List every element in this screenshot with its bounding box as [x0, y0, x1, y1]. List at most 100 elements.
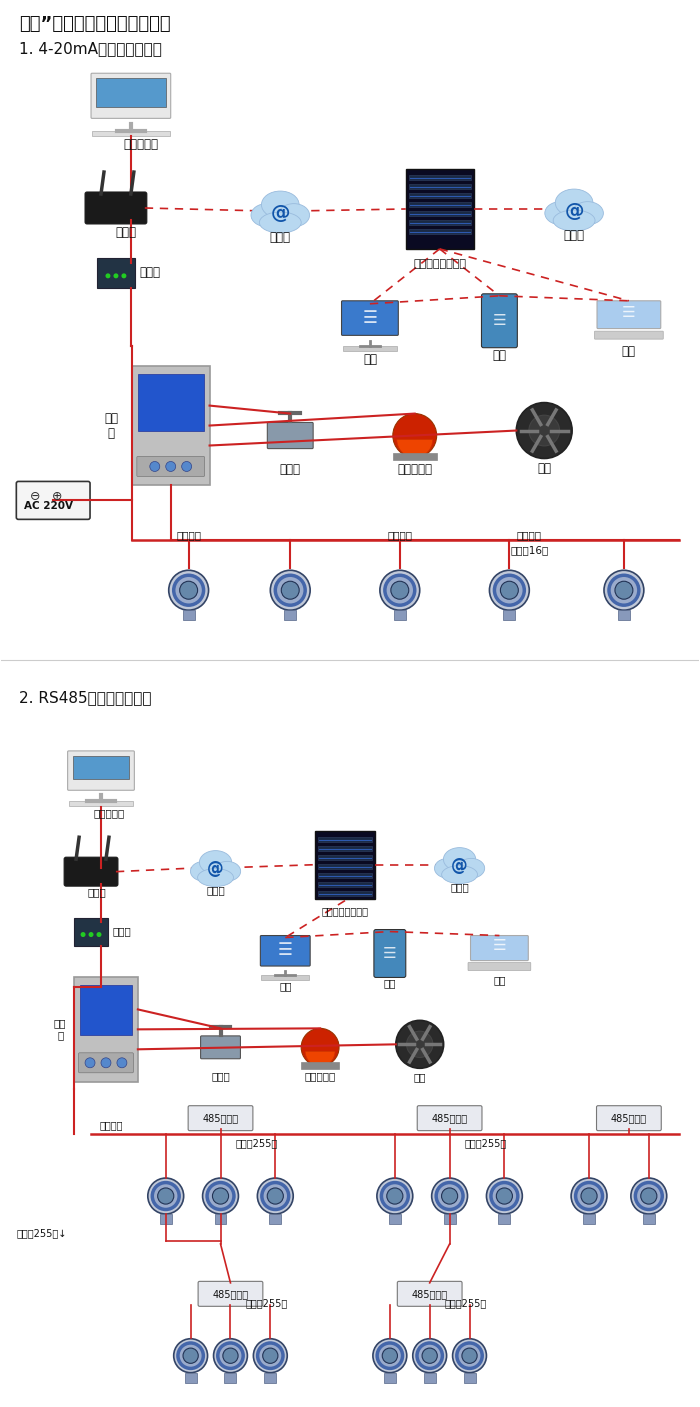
- Circle shape: [183, 1348, 198, 1363]
- Circle shape: [258, 1344, 283, 1369]
- FancyBboxPatch shape: [201, 1036, 240, 1058]
- FancyBboxPatch shape: [393, 453, 437, 460]
- Circle shape: [442, 1188, 458, 1204]
- Circle shape: [174, 1338, 208, 1373]
- Circle shape: [223, 1348, 238, 1363]
- Text: 485中继器: 485中继器: [611, 1113, 647, 1123]
- Ellipse shape: [262, 191, 299, 218]
- Text: 可连接255台: 可连接255台: [444, 1297, 486, 1309]
- Wedge shape: [397, 439, 433, 457]
- FancyBboxPatch shape: [78, 1052, 134, 1072]
- Circle shape: [604, 570, 644, 611]
- Text: ☰: ☰: [383, 946, 397, 961]
- Circle shape: [258, 1178, 293, 1214]
- Circle shape: [153, 1182, 179, 1210]
- Bar: [384, 1373, 395, 1383]
- Circle shape: [380, 570, 420, 611]
- FancyBboxPatch shape: [69, 801, 134, 806]
- Circle shape: [496, 1188, 512, 1204]
- Ellipse shape: [572, 201, 603, 225]
- FancyBboxPatch shape: [97, 257, 135, 288]
- Circle shape: [393, 414, 437, 457]
- Text: 2. RS485信号连接系统图: 2. RS485信号连接系统图: [20, 689, 152, 705]
- Circle shape: [377, 1178, 413, 1214]
- Text: ☰: ☰: [363, 308, 377, 326]
- Ellipse shape: [555, 189, 593, 217]
- Circle shape: [636, 1182, 662, 1210]
- Bar: [463, 1373, 475, 1383]
- Circle shape: [85, 1058, 95, 1068]
- Circle shape: [391, 581, 409, 599]
- Circle shape: [517, 402, 572, 459]
- Circle shape: [373, 1338, 407, 1373]
- Circle shape: [121, 273, 127, 279]
- Text: 互联网: 互联网: [270, 231, 290, 243]
- Circle shape: [182, 461, 192, 471]
- Bar: [225, 1373, 237, 1383]
- Bar: [409, 211, 470, 215]
- Bar: [318, 854, 372, 860]
- Ellipse shape: [442, 865, 477, 884]
- Text: 可连接255台↓: 可连接255台↓: [16, 1228, 66, 1238]
- Circle shape: [432, 1178, 468, 1214]
- Bar: [185, 1373, 197, 1383]
- Circle shape: [262, 1182, 288, 1210]
- Circle shape: [494, 575, 524, 605]
- Circle shape: [218, 1344, 243, 1369]
- FancyBboxPatch shape: [315, 830, 375, 899]
- Bar: [284, 611, 296, 620]
- Circle shape: [275, 575, 305, 605]
- FancyBboxPatch shape: [267, 422, 313, 449]
- Ellipse shape: [435, 858, 461, 878]
- Circle shape: [169, 570, 209, 611]
- Text: 安帕尔网络服务器: 安帕尔网络服务器: [321, 906, 368, 916]
- Text: 终端: 终端: [622, 345, 636, 357]
- FancyBboxPatch shape: [260, 936, 310, 967]
- Text: 声光报警器: 声光报警器: [304, 1071, 336, 1081]
- Circle shape: [113, 273, 118, 279]
- Circle shape: [571, 1178, 607, 1214]
- Text: 电脑: 电脑: [279, 982, 291, 992]
- FancyBboxPatch shape: [596, 1106, 662, 1131]
- FancyBboxPatch shape: [136, 456, 204, 477]
- Bar: [318, 837, 372, 841]
- Text: 互联网: 互联网: [564, 229, 584, 242]
- FancyBboxPatch shape: [406, 169, 473, 249]
- Circle shape: [301, 1029, 339, 1067]
- FancyBboxPatch shape: [342, 301, 398, 335]
- Bar: [270, 1214, 281, 1224]
- Text: 终端: 终端: [494, 975, 505, 985]
- Text: 路由器: 路由器: [116, 227, 136, 239]
- FancyBboxPatch shape: [91, 73, 171, 118]
- Circle shape: [106, 273, 111, 279]
- FancyBboxPatch shape: [64, 857, 118, 886]
- Text: 信号输出: 信号输出: [99, 1120, 122, 1130]
- FancyBboxPatch shape: [138, 374, 204, 431]
- Circle shape: [436, 1182, 463, 1210]
- FancyBboxPatch shape: [470, 936, 528, 961]
- Circle shape: [500, 581, 518, 599]
- Circle shape: [486, 1178, 522, 1214]
- FancyBboxPatch shape: [398, 1282, 462, 1306]
- Text: ☰: ☰: [493, 314, 506, 328]
- Text: 485中继器: 485中继器: [412, 1289, 448, 1299]
- Circle shape: [148, 1178, 183, 1214]
- FancyBboxPatch shape: [374, 930, 406, 978]
- Text: 电磁阀: 电磁阀: [280, 463, 301, 477]
- Ellipse shape: [458, 858, 484, 878]
- FancyBboxPatch shape: [597, 301, 661, 329]
- Bar: [409, 174, 470, 180]
- Text: ⊕: ⊕: [52, 490, 62, 502]
- Circle shape: [615, 581, 633, 599]
- Text: 互联网: 互联网: [450, 882, 469, 892]
- FancyBboxPatch shape: [68, 751, 134, 791]
- Text: 485中继器: 485中继器: [202, 1113, 239, 1123]
- Text: 安帕尔网络服务器: 安帕尔网络服务器: [413, 259, 466, 269]
- FancyBboxPatch shape: [261, 975, 309, 981]
- Circle shape: [417, 1344, 442, 1369]
- Text: 风机: 风机: [414, 1072, 426, 1082]
- Circle shape: [377, 1344, 402, 1369]
- Text: 单机版电脑: 单机版电脑: [93, 808, 125, 817]
- Text: ⊖: ⊖: [30, 490, 41, 502]
- Circle shape: [385, 575, 414, 605]
